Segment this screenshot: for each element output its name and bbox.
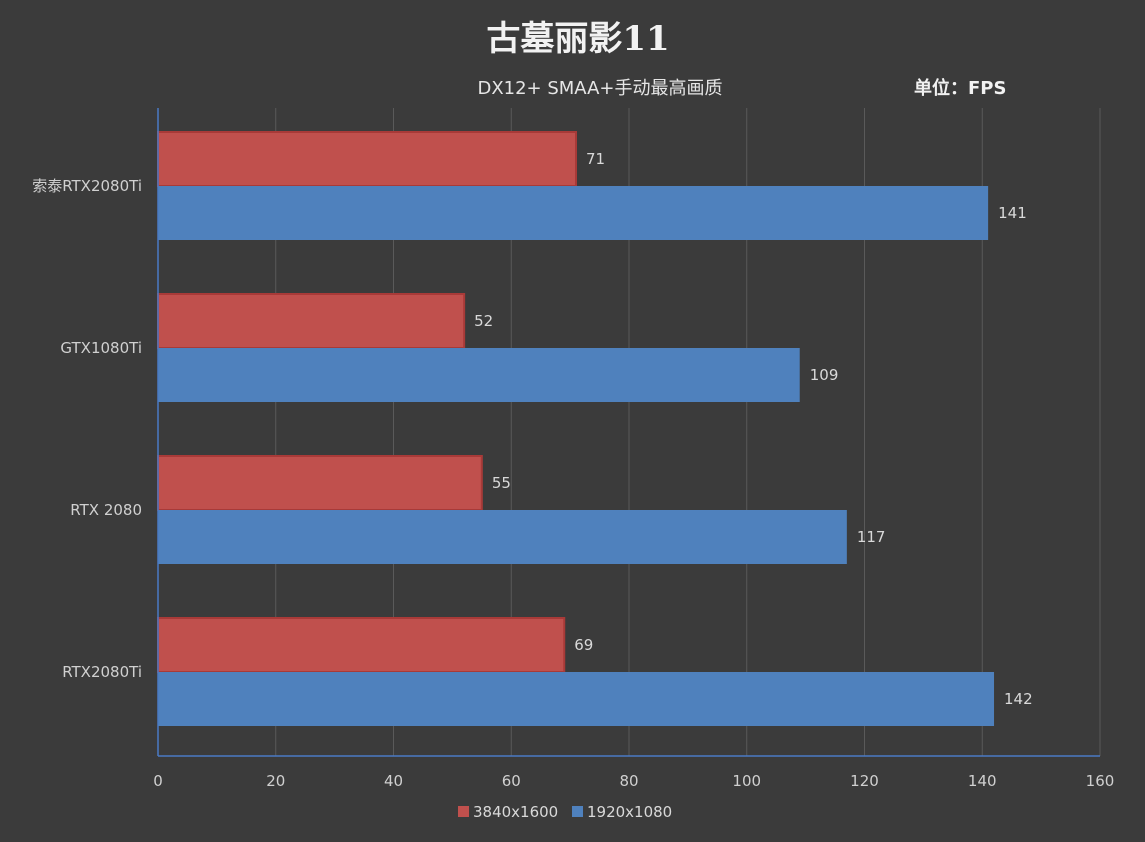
x-tick-label: 140	[968, 772, 997, 790]
bar-3840x1600	[157, 131, 578, 187]
legend-label: 1920x1080	[587, 803, 672, 821]
bar-1920x1080	[158, 348, 800, 402]
data-label: 141	[998, 204, 1027, 222]
data-label: 52	[474, 312, 493, 330]
x-tick-label: 0	[153, 772, 163, 790]
data-label: 55	[492, 474, 511, 492]
axes: 0 20 40 60 80 100 120 140 160 索泰RTX2080Ti GTX1080T…	[32, 108, 1114, 790]
category-label: RTX2080Ti	[62, 663, 142, 681]
x-tick-label: 80	[619, 772, 638, 790]
bar-3840x1600	[157, 293, 466, 349]
bar-3840x1600	[157, 617, 566, 673]
x-tick-label: 20	[266, 772, 285, 790]
bar-1920x1080	[158, 510, 847, 564]
legend-label: 3840x1600	[473, 803, 558, 821]
category-label: RTX 2080	[70, 501, 142, 519]
category-label: 索泰RTX2080Ti	[32, 177, 142, 195]
x-tick-label: 100	[732, 772, 761, 790]
data-label: 69	[574, 636, 593, 654]
chart-title: 古墓丽影11	[486, 19, 669, 59]
data-label: 117	[857, 528, 886, 546]
unit-label: 单位：FPS	[914, 77, 1006, 99]
x-tick-label: 60	[502, 772, 521, 790]
unit-label-value: FPS	[968, 78, 1006, 99]
legend-swatch	[458, 806, 469, 817]
legend-swatch	[572, 806, 583, 817]
category-label: GTX1080Ti	[60, 339, 142, 357]
bars: 71 141 52 109 55 117 69 142	[157, 131, 1033, 726]
bar-1920x1080	[158, 672, 995, 726]
unit-label-prefix: 单位：	[914, 77, 968, 99]
data-label: 71	[586, 150, 605, 168]
chart-subtitle: DX12+ SMAA+手动最高画质	[477, 78, 722, 99]
bar-1920x1080	[158, 186, 989, 240]
data-label: 142	[1004, 690, 1033, 708]
data-label: 109	[810, 366, 839, 384]
bar-3840x1600	[157, 455, 483, 511]
x-tick-label: 160	[1086, 772, 1115, 790]
legend: 3840x1600 1920x1080	[458, 803, 672, 821]
x-tick-label: 40	[384, 772, 403, 790]
x-tick-label: 120	[850, 772, 879, 790]
